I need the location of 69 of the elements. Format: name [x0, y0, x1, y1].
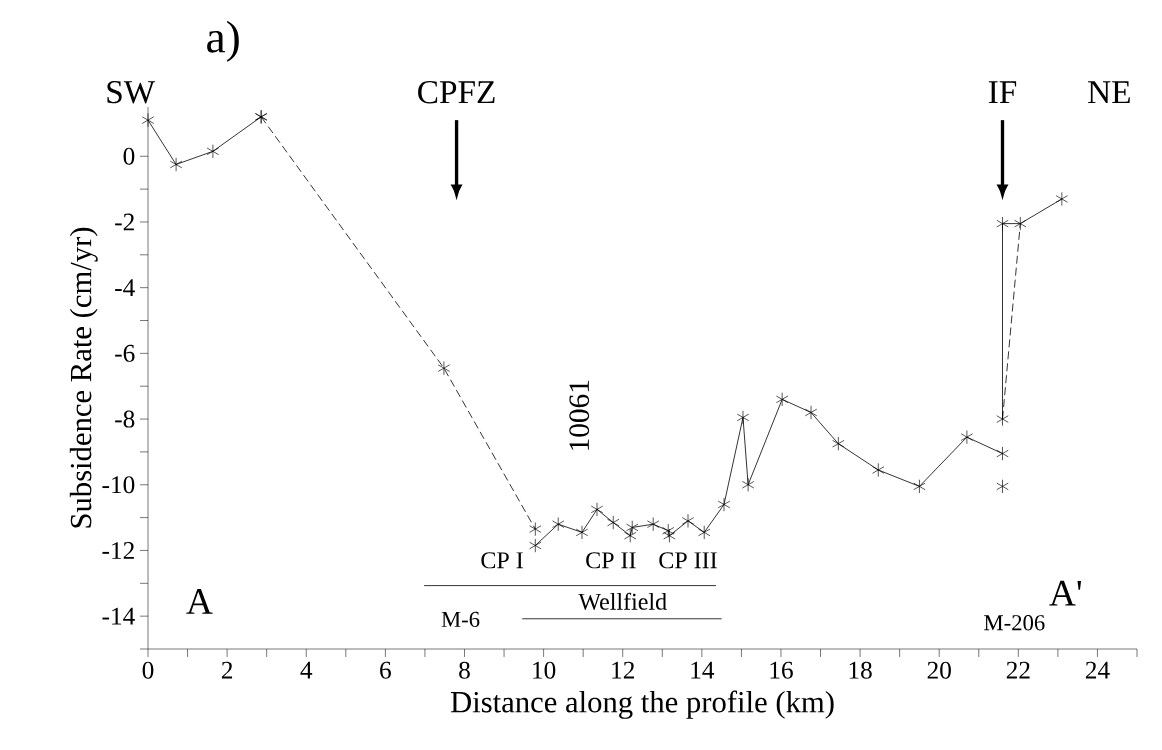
annotation: M-206 — [984, 615, 1045, 631]
point — [647, 517, 660, 532]
annotation: A — [186, 589, 213, 614]
y-tick-label: -8 — [115, 410, 135, 428]
x-axis-title: Distance along the profile (km) — [450, 690, 834, 719]
y-tick-label: -14 — [102, 607, 135, 625]
annotation: M-6 — [441, 611, 480, 628]
x-tick-label: 6 — [380, 661, 391, 679]
point — [663, 528, 676, 543]
point — [1055, 191, 1068, 206]
point — [624, 528, 637, 543]
y-tick-label: 0 — [123, 147, 135, 165]
x-tick-label: 12 — [612, 661, 634, 679]
x-tick-label: 24 — [1085, 661, 1110, 679]
point — [1014, 216, 1027, 231]
y-tick-label: -2 — [115, 213, 134, 231]
point — [529, 522, 542, 537]
point — [776, 392, 789, 407]
point — [804, 405, 818, 420]
text: IF — [988, 81, 1017, 104]
point — [552, 517, 565, 532]
x-tick-label: 2 — [221, 661, 233, 679]
point — [996, 412, 1009, 427]
point — [736, 410, 750, 425]
y-tick-label: -4 — [115, 279, 135, 296]
annotation: Wellfield — [578, 592, 667, 610]
annotation: CP I — [481, 552, 523, 569]
point — [698, 525, 711, 540]
x-tick-label: 8 — [459, 661, 470, 679]
annotation: CP II — [586, 552, 636, 569]
point — [575, 525, 589, 540]
point — [996, 446, 1009, 461]
point — [960, 430, 974, 445]
x-tick-label: 14 — [691, 661, 715, 679]
point — [913, 479, 926, 494]
x-tick-label: 0 — [142, 661, 154, 679]
x-tick-label: 10 — [533, 661, 556, 679]
annotation: CP III — [659, 552, 717, 569]
y-tick-label: -10 — [102, 476, 135, 494]
x-tick-label: 22 — [1006, 661, 1030, 679]
point — [742, 477, 755, 492]
point — [662, 523, 675, 538]
point — [529, 538, 542, 553]
y-axis-title: Subsidence Rate (cm/yr) — [69, 227, 98, 528]
x-tick-label: 20 — [927, 661, 951, 679]
y-tick-label: -6 — [115, 344, 135, 362]
point — [996, 216, 1009, 231]
point — [626, 520, 639, 535]
point — [437, 361, 451, 376]
x-tick-label: 4 — [300, 661, 313, 679]
text: a) — [207, 20, 239, 62]
point — [169, 157, 183, 172]
point — [872, 462, 885, 477]
y-tick-label: -12 — [102, 542, 134, 559]
point — [141, 113, 155, 128]
text: SW — [107, 80, 156, 104]
point — [206, 144, 219, 159]
annotation: 10061 — [569, 380, 590, 450]
point — [590, 502, 604, 517]
annotation: A' — [1049, 580, 1082, 606]
point — [996, 479, 1009, 494]
x-tick-label: 18 — [849, 661, 872, 679]
point — [832, 436, 845, 451]
point — [681, 513, 695, 528]
x-tick-label: 16 — [770, 661, 793, 679]
point — [717, 497, 731, 512]
text: CPFZ — [418, 81, 495, 104]
text: NE — [1088, 81, 1130, 104]
point — [607, 515, 620, 530]
